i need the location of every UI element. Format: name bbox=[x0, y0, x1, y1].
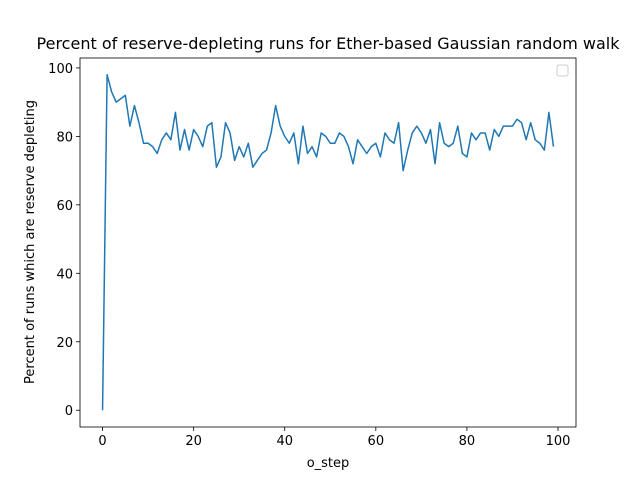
axes-frame bbox=[79, 57, 577, 428]
x-tick-label: 80 bbox=[459, 434, 476, 449]
y-axis-label: Percent of runs which are reserve deplet… bbox=[23, 100, 38, 384]
y-tick-label: 0 bbox=[65, 404, 73, 419]
legend-box bbox=[556, 64, 569, 77]
y-tick-label: 20 bbox=[56, 336, 73, 351]
x-tick-label: 40 bbox=[276, 434, 293, 449]
y-tick-label: 60 bbox=[56, 199, 73, 214]
x-tick-label: 60 bbox=[368, 434, 385, 449]
y-tick-label: 100 bbox=[48, 62, 73, 77]
x-tick-label: 100 bbox=[546, 434, 571, 449]
x-tick-label: 0 bbox=[98, 434, 106, 449]
y-tick-label: 40 bbox=[56, 267, 73, 282]
y-tick-label: 80 bbox=[56, 130, 73, 145]
x-tick-label: 20 bbox=[185, 434, 202, 449]
x-axis-label: o_step bbox=[307, 456, 350, 471]
data-line bbox=[101, 74, 555, 411]
chart-title: Percent of reserve-depleting runs for Et… bbox=[37, 34, 621, 53]
